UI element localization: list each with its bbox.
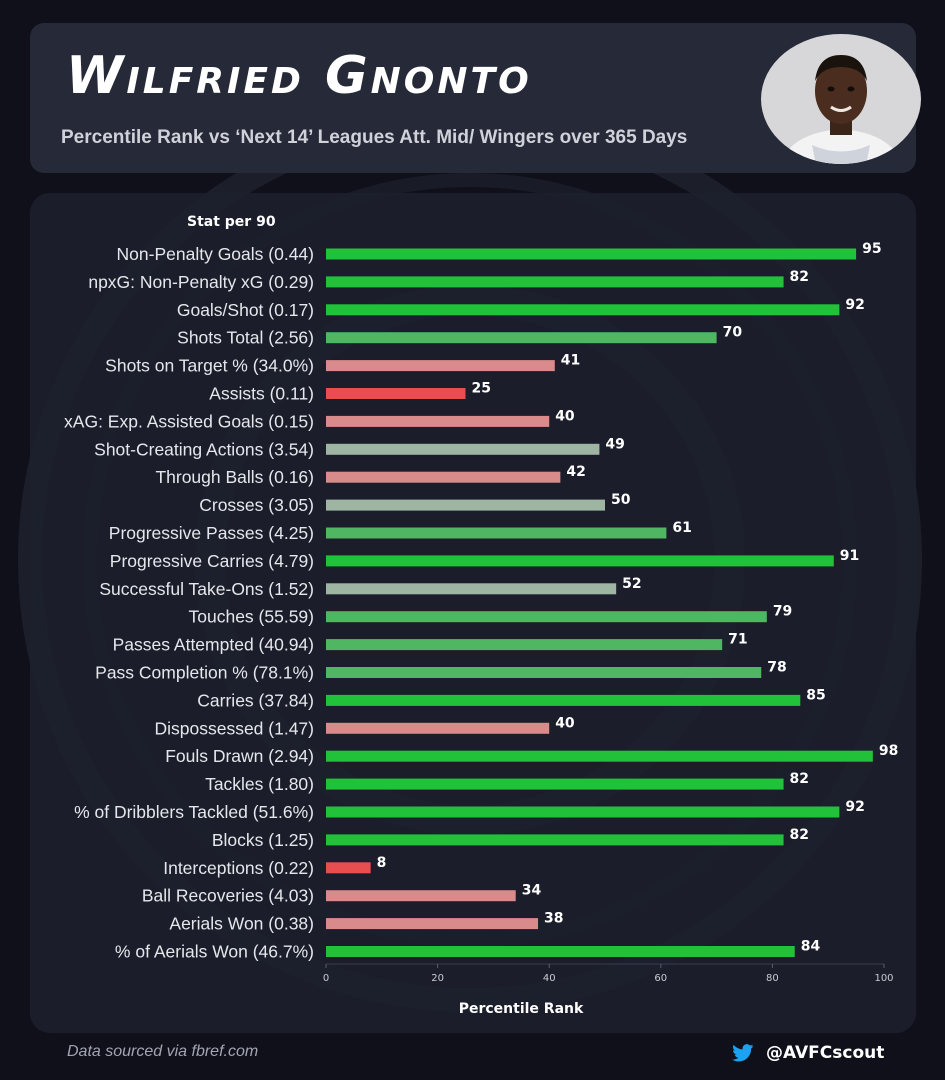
twitter-handle[interactable]: @AVFCscout	[732, 1043, 884, 1063]
bar	[326, 722, 550, 734]
x-tick-label: 40	[543, 973, 556, 984]
category-label: Tackles (1.80)	[205, 774, 314, 794]
data-label: 25	[472, 381, 491, 397]
data-label: 38	[544, 911, 563, 927]
data-label: 41	[561, 353, 580, 369]
player-avatar	[761, 34, 921, 164]
category-label: Dispossessed (1.47)	[154, 718, 314, 738]
bar	[326, 946, 795, 957]
data-label: 92	[845, 799, 864, 815]
category-label: Pass Completion % (78.1%)	[95, 663, 314, 683]
data-label: 8	[377, 855, 387, 871]
bar	[326, 555, 834, 567]
data-label: 71	[728, 632, 747, 648]
x-tick-label: 60	[654, 973, 667, 984]
category-label: % of Dribblers Tackled (51.6%)	[74, 802, 314, 822]
data-label: 98	[879, 743, 898, 759]
bar	[326, 276, 784, 288]
data-label: 42	[566, 464, 585, 480]
x-tick-label: 20	[431, 973, 444, 984]
category-label: Goals/Shot (0.17)	[177, 300, 314, 320]
category-label: Fouls Drawn (2.94)	[165, 746, 314, 766]
bar	[326, 834, 784, 846]
category-label: Progressive Passes (4.25)	[109, 523, 314, 543]
data-label: 82	[790, 827, 809, 843]
x-tick-label: 80	[766, 973, 779, 984]
category-label: Through Balls (0.16)	[155, 467, 314, 487]
category-label: Carries (37.84)	[197, 690, 314, 710]
x-tick-label: 0	[323, 973, 329, 984]
bar	[326, 471, 561, 483]
bar	[326, 415, 550, 427]
bar	[326, 694, 801, 706]
bar	[326, 639, 723, 651]
category-label: Aerials Won (0.38)	[169, 914, 314, 934]
bar	[326, 750, 873, 762]
category-label: Ball Recoveries (4.03)	[142, 886, 314, 906]
bar	[326, 360, 555, 372]
category-label: % of Aerials Won (46.7%)	[115, 942, 314, 962]
data-label: 49	[605, 436, 624, 452]
category-label: Successful Take-Ons (1.52)	[99, 579, 314, 599]
category-label: Shots Total (2.56)	[177, 328, 314, 348]
data-label: 78	[767, 660, 786, 676]
data-label: 95	[862, 241, 881, 257]
category-label: Non-Penalty Goals (0.44)	[117, 244, 314, 264]
bar	[326, 527, 667, 539]
data-label: 92	[845, 297, 864, 313]
category-label: Progressive Carries (4.79)	[110, 551, 314, 571]
bar	[326, 890, 516, 902]
bar	[326, 388, 466, 399]
category-label: Touches (55.59)	[189, 607, 315, 627]
bar	[326, 611, 767, 623]
data-label: 84	[801, 939, 821, 955]
category-label: Crosses (3.05)	[199, 495, 314, 515]
bar	[326, 862, 371, 874]
twitter-bird-icon	[732, 1044, 754, 1062]
category-label: Shot-Creating Actions (3.54)	[94, 439, 314, 459]
player-name: Wilfried Gnonto	[66, 46, 532, 106]
twitter-handle-text: @AVFCscout	[766, 1043, 885, 1063]
bar	[326, 332, 717, 344]
data-label: 82	[790, 771, 809, 787]
x-tick-label: 100	[874, 973, 893, 984]
bar	[326, 443, 600, 455]
bar	[326, 304, 840, 316]
bar	[326, 918, 539, 930]
data-label: 40	[555, 715, 575, 731]
category-label: npxG: Non-Penalty xG (0.29)	[88, 272, 314, 292]
category-label: Blocks (1.25)	[212, 830, 314, 850]
y-axis-title: Stat per 90	[187, 214, 276, 230]
data-label: 52	[622, 576, 641, 592]
bar	[326, 583, 617, 595]
category-label: Shots on Target % (34.0%)	[105, 356, 314, 376]
chart-subtitle: Percentile Rank vs ‘Next 14’ Leagues Att…	[61, 127, 688, 148]
data-label: 79	[773, 604, 792, 620]
data-label: 91	[840, 548, 859, 564]
data-label: 50	[611, 492, 631, 508]
bar	[326, 248, 857, 260]
category-label: Interceptions (0.22)	[163, 858, 314, 878]
category-label: Passes Attempted (40.94)	[113, 635, 314, 655]
bar	[326, 806, 840, 818]
data-label: 82	[790, 269, 809, 285]
bar	[326, 667, 762, 678]
data-label: 40	[555, 408, 575, 424]
x-axis-title: Percentile Rank	[459, 1001, 584, 1017]
data-label: 70	[723, 325, 743, 341]
data-label: 34	[522, 883, 542, 899]
bar	[326, 778, 784, 790]
data-source-note: Data sourced via fbref.com	[67, 1043, 259, 1060]
category-label: Assists (0.11)	[209, 384, 314, 404]
data-label: 85	[806, 687, 825, 703]
data-label: 61	[672, 520, 691, 536]
bar	[326, 499, 605, 511]
category-label: xAG: Exp. Assisted Goals (0.15)	[64, 411, 314, 431]
